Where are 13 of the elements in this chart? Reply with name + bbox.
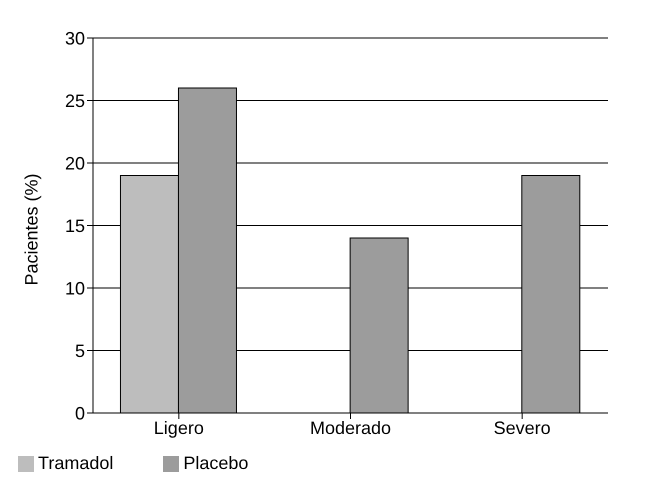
y-tick-label: 20	[64, 153, 85, 174]
y-tick-label: 0	[74, 403, 85, 424]
y-tick-label: 10	[64, 278, 85, 298]
y-tick-label: 25	[64, 90, 85, 111]
x-tick-label: Ligero	[154, 418, 204, 438]
y-tick-label: 5	[74, 340, 85, 361]
x-tick-label: Moderado	[310, 418, 392, 438]
legend-label: Tramadol	[38, 453, 114, 473]
y-tick-label: 30	[64, 28, 85, 48]
y-tick-label: 15	[64, 216, 85, 236]
x-tick-label: Severo	[494, 418, 551, 438]
legend-label: Placebo	[183, 453, 248, 473]
y-axis-title: Pacientes (%)	[21, 173, 42, 286]
